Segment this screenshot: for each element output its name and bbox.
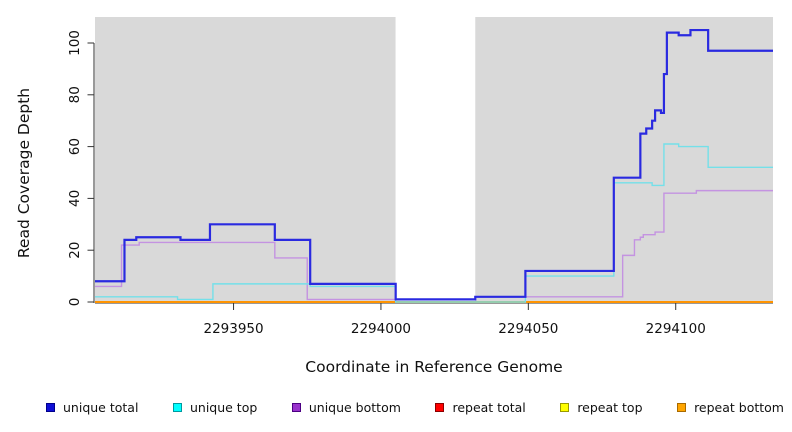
legend-item-unique-top: unique top [172, 400, 258, 415]
repeat-region-gap [395, 17, 476, 303]
legend-swatch-unique-total [46, 403, 55, 412]
x-tick-label: 2293950 [203, 321, 263, 337]
y-axis-title: Read Coverage Depth [15, 87, 33, 259]
legend-swatch-repeat-bottom [677, 403, 687, 412]
legend-item-unique-bottom: unique bottom [291, 400, 401, 415]
y-tick-label: 60 [67, 138, 83, 155]
legend-swatch-unique-top [172, 403, 182, 412]
legend-label: unique top [189, 400, 258, 415]
x-tick-label: 2294050 [498, 321, 558, 337]
legend-label: repeat bottom [694, 400, 784, 415]
legend-label: repeat top [577, 400, 643, 415]
unique-region-shade [95, 17, 396, 303]
legend: unique total unique top unique bottom repea… [46, 400, 784, 415]
series-unique-total-line [95, 28, 773, 301]
unique-region-shade [475, 17, 773, 303]
legend-swatch-repeat-total [435, 403, 445, 412]
y-tick-label: 20 [67, 242, 83, 259]
legend-item-unique-total: unique total [46, 400, 138, 415]
y-tick-label: 0 [67, 298, 83, 307]
legend-label: unique total [63, 400, 139, 415]
x-axis-title: Coordinate in Reference Genome [305, 358, 563, 376]
legend-item-repeat-top: repeat top [560, 400, 643, 415]
series-unique-bottom-line [95, 189, 773, 301]
y-tick-label: 40 [67, 190, 83, 207]
legend-swatch-repeat-top [560, 403, 570, 412]
coverage-plot-svg: 0 20 40 60 80 100 2293950 2294000 2294050 2294100 [67, 17, 773, 337]
legend-label: repeat total [452, 400, 526, 415]
y-tick-label: 100 [67, 30, 83, 56]
legend-label: unique bottom [308, 400, 401, 415]
series-unique-top-line [95, 143, 773, 303]
legend-item-repeat-total: repeat total [435, 400, 526, 415]
y-tick-label: 80 [67, 86, 83, 103]
x-tick-label: 2294000 [351, 321, 411, 337]
legend-swatch-unique-bottom [291, 403, 301, 412]
x-tick-label: 2294100 [646, 321, 706, 337]
legend-item-repeat-bottom: repeat bottom [677, 400, 784, 415]
